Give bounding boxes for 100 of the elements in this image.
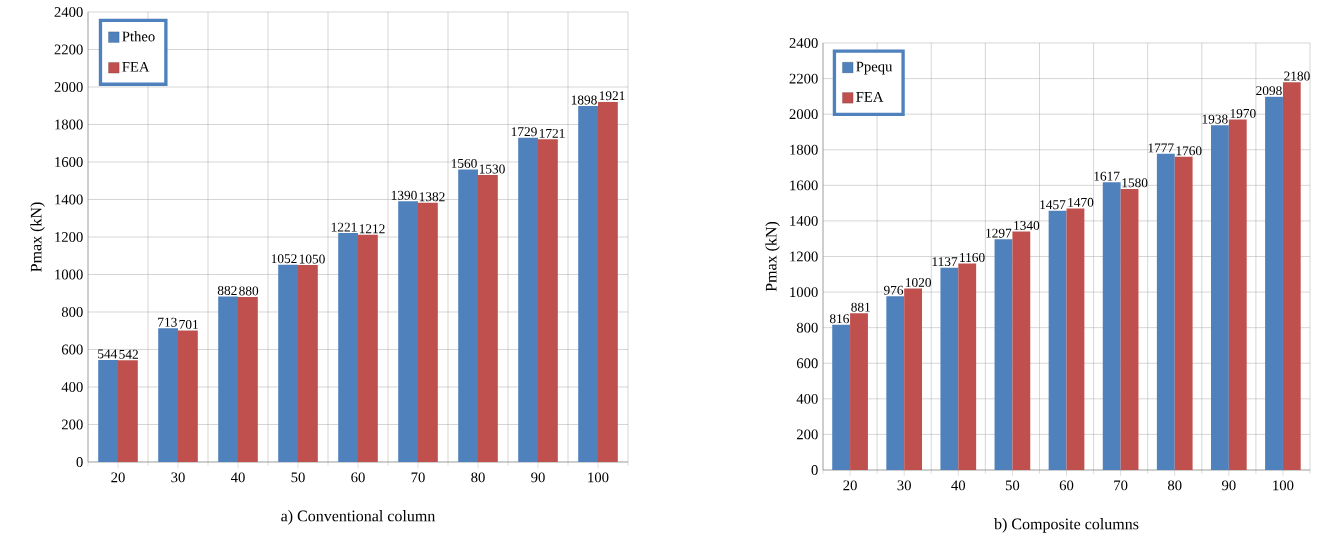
- bar: [1102, 182, 1121, 470]
- y-tick-label: 0: [811, 465, 818, 475]
- bar: [1156, 153, 1175, 470]
- y-tick-label: 1600: [790, 180, 818, 191]
- data-label: 1470: [1068, 197, 1094, 207]
- data-label: 1580: [1122, 178, 1148, 188]
- x-tick-label: 40: [230, 472, 245, 483]
- y-tick-label: 1600: [55, 157, 83, 167]
- data-label: 1052: [271, 254, 297, 264]
- y-tick-label: 400: [796, 393, 818, 404]
- data-label: 1382: [419, 192, 445, 202]
- data-label: 882: [217, 286, 237, 296]
- data-label: 1970: [1230, 108, 1256, 118]
- bar: [458, 169, 479, 462]
- x-tick-label: 80: [471, 472, 485, 483]
- legend-label: FEA: [122, 61, 150, 72]
- x-tick-label: 20: [111, 472, 125, 483]
- bar: [598, 101, 618, 462]
- bar: [1120, 188, 1139, 470]
- bar: [1174, 156, 1193, 470]
- bar: [118, 360, 138, 462]
- y-tick-label: 2400: [789, 38, 818, 48]
- x-tick-label: 90: [531, 472, 545, 483]
- data-label: 1221: [331, 222, 357, 232]
- x-tick-label: 20: [843, 480, 857, 491]
- y-tick-label: 1800: [55, 119, 83, 130]
- bar: [398, 201, 419, 462]
- bar: [538, 139, 558, 462]
- bar: [1228, 119, 1247, 470]
- y-tick-label: 800: [796, 322, 818, 333]
- x-tick-label: 50: [291, 472, 305, 483]
- y-tick-label: 1400: [790, 215, 818, 226]
- data-label: 1457: [1040, 200, 1066, 210]
- bar: [238, 297, 258, 462]
- x-tick-label: 100: [588, 472, 609, 483]
- x-tick-label: 60: [351, 472, 365, 483]
- bar: [178, 330, 198, 462]
- data-label: 713: [158, 317, 177, 327]
- x-axis-title: b) Composite columns: [994, 518, 1139, 533]
- x-tick-label: 30: [171, 472, 185, 483]
- y-tick-label: 800: [61, 307, 83, 317]
- bar: [1012, 231, 1031, 470]
- y-tick-label: 200: [61, 419, 83, 430]
- data-label: 881: [851, 302, 870, 312]
- legend-label: Ptheo: [122, 31, 155, 42]
- bar: [218, 296, 239, 462]
- x-tick-label: 70: [411, 472, 425, 483]
- data-label: 1530: [479, 164, 505, 174]
- x-tick-label: 40: [951, 480, 966, 491]
- bar: [418, 202, 438, 462]
- bar: [578, 106, 599, 462]
- bar: [1265, 96, 1283, 470]
- bar: [994, 239, 1013, 470]
- bar: [1210, 125, 1229, 470]
- data-label: 544: [98, 349, 118, 359]
- data-label: 1160: [960, 253, 985, 263]
- bar: [1048, 210, 1067, 470]
- y-tick-label: 1800: [790, 144, 818, 155]
- y-tick-label: 2200: [54, 44, 83, 55]
- bar: [338, 233, 359, 462]
- y-tick-label: 2400: [54, 7, 83, 17]
- bar: [886, 296, 905, 470]
- data-label: 1921: [599, 91, 625, 101]
- data-label: 1020: [906, 277, 932, 287]
- y-tick-label: 1400: [55, 194, 83, 205]
- bar: [832, 324, 851, 470]
- data-label: 1617: [1094, 171, 1120, 181]
- y-tick-label: 2000: [789, 109, 818, 120]
- x-axis-title: a) Conventional column: [281, 510, 436, 525]
- legend-label: Ppequ: [856, 61, 893, 75]
- bar: [98, 360, 118, 462]
- y-tick-label: 2000: [54, 82, 83, 92]
- bar: [358, 234, 378, 462]
- y-tick-label: 1200: [790, 251, 818, 262]
- bar: [298, 265, 318, 462]
- data-label: 1340: [1014, 220, 1040, 230]
- y-tick-label: 1000: [790, 287, 818, 298]
- bar: [1282, 82, 1301, 470]
- data-label: 701: [179, 319, 198, 329]
- y-tick-label: 400: [61, 382, 83, 392]
- bar: [158, 328, 178, 462]
- data-label: 816: [829, 314, 850, 324]
- data-label: 1898: [571, 95, 597, 105]
- data-label: 542: [119, 349, 138, 359]
- x-tick-label: 60: [1059, 480, 1074, 491]
- x-tick-label: 70: [1114, 480, 1128, 491]
- legend-label: FEA: [856, 92, 884, 102]
- bar: [958, 263, 977, 470]
- x-tick-label: 80: [1167, 480, 1182, 491]
- y-tick-label: 2200: [789, 73, 818, 84]
- x-tick-label: 30: [897, 480, 911, 491]
- data-label: 2180: [1284, 71, 1310, 81]
- data-label: 976: [883, 285, 904, 295]
- bar: [518, 137, 539, 462]
- bar: [478, 175, 498, 462]
- bar: [850, 313, 868, 470]
- data-label: 1938: [1202, 114, 1228, 124]
- data-label: 1212: [359, 224, 385, 234]
- x-tick-label: 50: [1005, 480, 1020, 491]
- bar: [1066, 208, 1085, 470]
